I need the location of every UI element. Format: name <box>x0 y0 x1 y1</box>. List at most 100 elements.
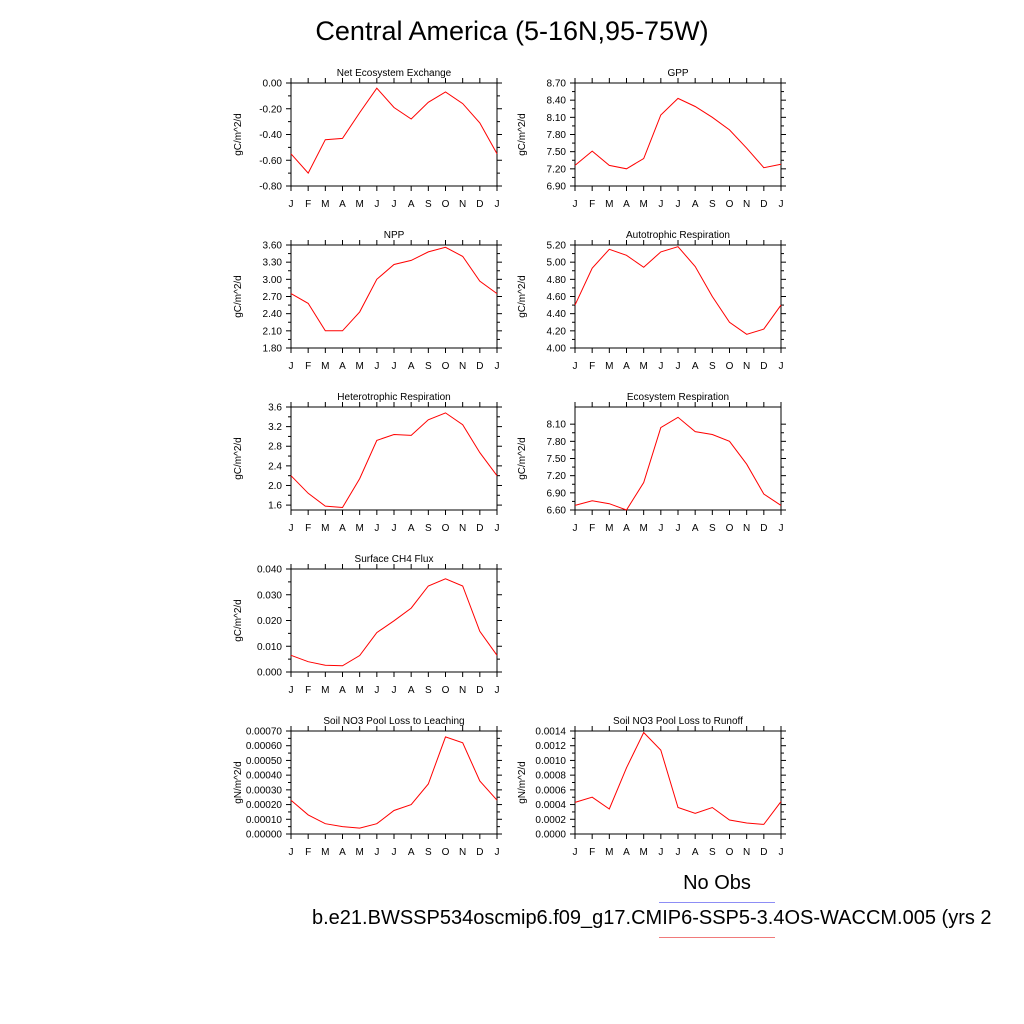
x-tick-label: J <box>676 199 681 210</box>
panel-title: Soil NO3 Pool Loss to Leaching <box>323 716 464 727</box>
y-axis-label: gC/m^2/d <box>233 113 244 156</box>
y-tick-label: 3.6 <box>268 403 282 414</box>
y-tick-label: 0.00050 <box>246 756 283 767</box>
x-tick-label: J <box>374 847 379 858</box>
chart-panel: Heterotrophic Respiration 3.6 3.2 2.8 2.4 2.0… <box>233 392 502 534</box>
y-tick-label: 0.00030 <box>246 785 283 796</box>
x-tick-label: M <box>605 847 613 858</box>
x-tick-label: S <box>425 523 432 534</box>
panel-title: NPP <box>384 230 405 241</box>
plot-frame <box>574 730 782 835</box>
x-tick-label: M <box>321 523 329 534</box>
x-tick-label: J <box>289 361 294 372</box>
x-tick-label: J <box>658 361 663 372</box>
panel-title: Ecosystem Respiration <box>627 392 729 403</box>
x-tick-label: A <box>339 847 346 858</box>
x-tick-label: N <box>459 847 466 858</box>
y-tick-label: 0.0006 <box>535 785 566 796</box>
y-tick-label: 0.0004 <box>535 800 566 811</box>
panel-title: GPP <box>667 68 688 79</box>
x-tick-label: A <box>623 199 630 210</box>
x-tick-label: M <box>321 685 329 696</box>
y-tick-label: 0.0010 <box>535 756 566 767</box>
plot-frame <box>574 244 782 349</box>
y-tick-label: 7.80 <box>547 130 567 141</box>
panel-title: Soil NO3 Pool Loss to Runoff <box>613 716 743 727</box>
x-tick-label: J <box>573 523 578 534</box>
x-tick-label: J <box>392 847 397 858</box>
panel-title: Autotrophic Respiration <box>626 230 730 241</box>
chart-panel: Soil NO3 Pool Loss to Leaching 0.00070 0.0… <box>233 716 502 858</box>
y-tick-label: 0.010 <box>257 642 282 653</box>
x-tick-label: J <box>289 523 294 534</box>
chart-panel: Net Ecosystem Exchange 0.00 -0.20 -0.40 -0.6… <box>233 68 502 210</box>
x-tick-label: J <box>392 523 397 534</box>
y-axis-label: gC/m^2/d <box>233 437 244 480</box>
x-tick-label: N <box>743 199 750 210</box>
x-tick-label: M <box>639 361 647 372</box>
y-axis-label: gN/m^2/d <box>233 761 244 804</box>
x-tick-label: J <box>495 685 500 696</box>
y-tick-label: 3.60 <box>263 241 283 252</box>
x-tick-label: A <box>692 361 699 372</box>
x-tick-label: D <box>760 847 767 858</box>
y-tick-label: 0.00020 <box>246 800 283 811</box>
x-tick-label: O <box>442 361 450 372</box>
y-tick-label: 0.00000 <box>246 830 283 841</box>
y-tick-label: 7.20 <box>547 471 567 482</box>
x-tick-label: J <box>779 199 784 210</box>
x-tick-label: J <box>779 847 784 858</box>
chart-panel: Ecosystem Respiration 8.10 7.80 7.50 7.20 6.9… <box>517 392 786 534</box>
y-axis-label: gC/m^2/d <box>517 437 528 480</box>
x-tick-label: J <box>374 361 379 372</box>
x-tick-label: N <box>459 523 466 534</box>
chart-panel: Autotrophic Respiration 5.20 5.00 4.80 4.60 4… <box>517 230 786 372</box>
y-tick-label: 6.90 <box>547 488 567 499</box>
series-line <box>290 412 498 509</box>
y-tick-label: 4.20 <box>547 326 567 337</box>
x-tick-label: A <box>623 361 630 372</box>
x-tick-label: O <box>442 685 450 696</box>
x-tick-label: S <box>709 199 716 210</box>
y-tick-label: 1.6 <box>268 501 282 512</box>
legend-obs-label: No Obs <box>683 872 751 894</box>
y-tick-label: 0.0008 <box>535 771 566 782</box>
series-line <box>290 87 498 174</box>
x-tick-label: M <box>639 523 647 534</box>
x-tick-label: D <box>476 361 483 372</box>
x-tick-label: J <box>779 361 784 372</box>
y-tick-label: 2.10 <box>263 326 283 337</box>
y-tick-label: 7.80 <box>547 437 567 448</box>
series-line <box>574 97 782 170</box>
x-tick-label: J <box>573 199 578 210</box>
x-tick-label: S <box>709 523 716 534</box>
y-tick-label: 8.70 <box>547 79 567 90</box>
x-tick-label: A <box>408 847 415 858</box>
x-tick-label: N <box>459 199 466 210</box>
y-tick-label: -0.80 <box>259 182 282 193</box>
legend-obs-line <box>659 902 775 903</box>
x-tick-label: S <box>709 361 716 372</box>
y-tick-label: 2.40 <box>263 309 283 320</box>
x-tick-label: J <box>495 847 500 858</box>
y-axis-label: gC/m^2/d <box>233 599 244 642</box>
x-tick-label: F <box>305 685 311 696</box>
x-tick-label: F <box>305 847 311 858</box>
y-axis-label: gC/m^2/d <box>517 275 528 318</box>
series-line <box>290 578 498 667</box>
x-tick-label: N <box>743 847 750 858</box>
x-tick-label: J <box>289 685 294 696</box>
x-tick-label: O <box>442 523 450 534</box>
x-tick-label: J <box>658 523 663 534</box>
x-tick-label: A <box>623 523 630 534</box>
x-tick-label: O <box>726 847 734 858</box>
plot-frame <box>290 406 498 511</box>
y-tick-label: 0.0000 <box>535 830 566 841</box>
plot-frame <box>290 730 498 835</box>
y-tick-label: 0.00010 <box>246 815 283 826</box>
x-tick-label: J <box>658 847 663 858</box>
series-line <box>574 246 782 335</box>
y-tick-label: 0.020 <box>257 616 282 627</box>
